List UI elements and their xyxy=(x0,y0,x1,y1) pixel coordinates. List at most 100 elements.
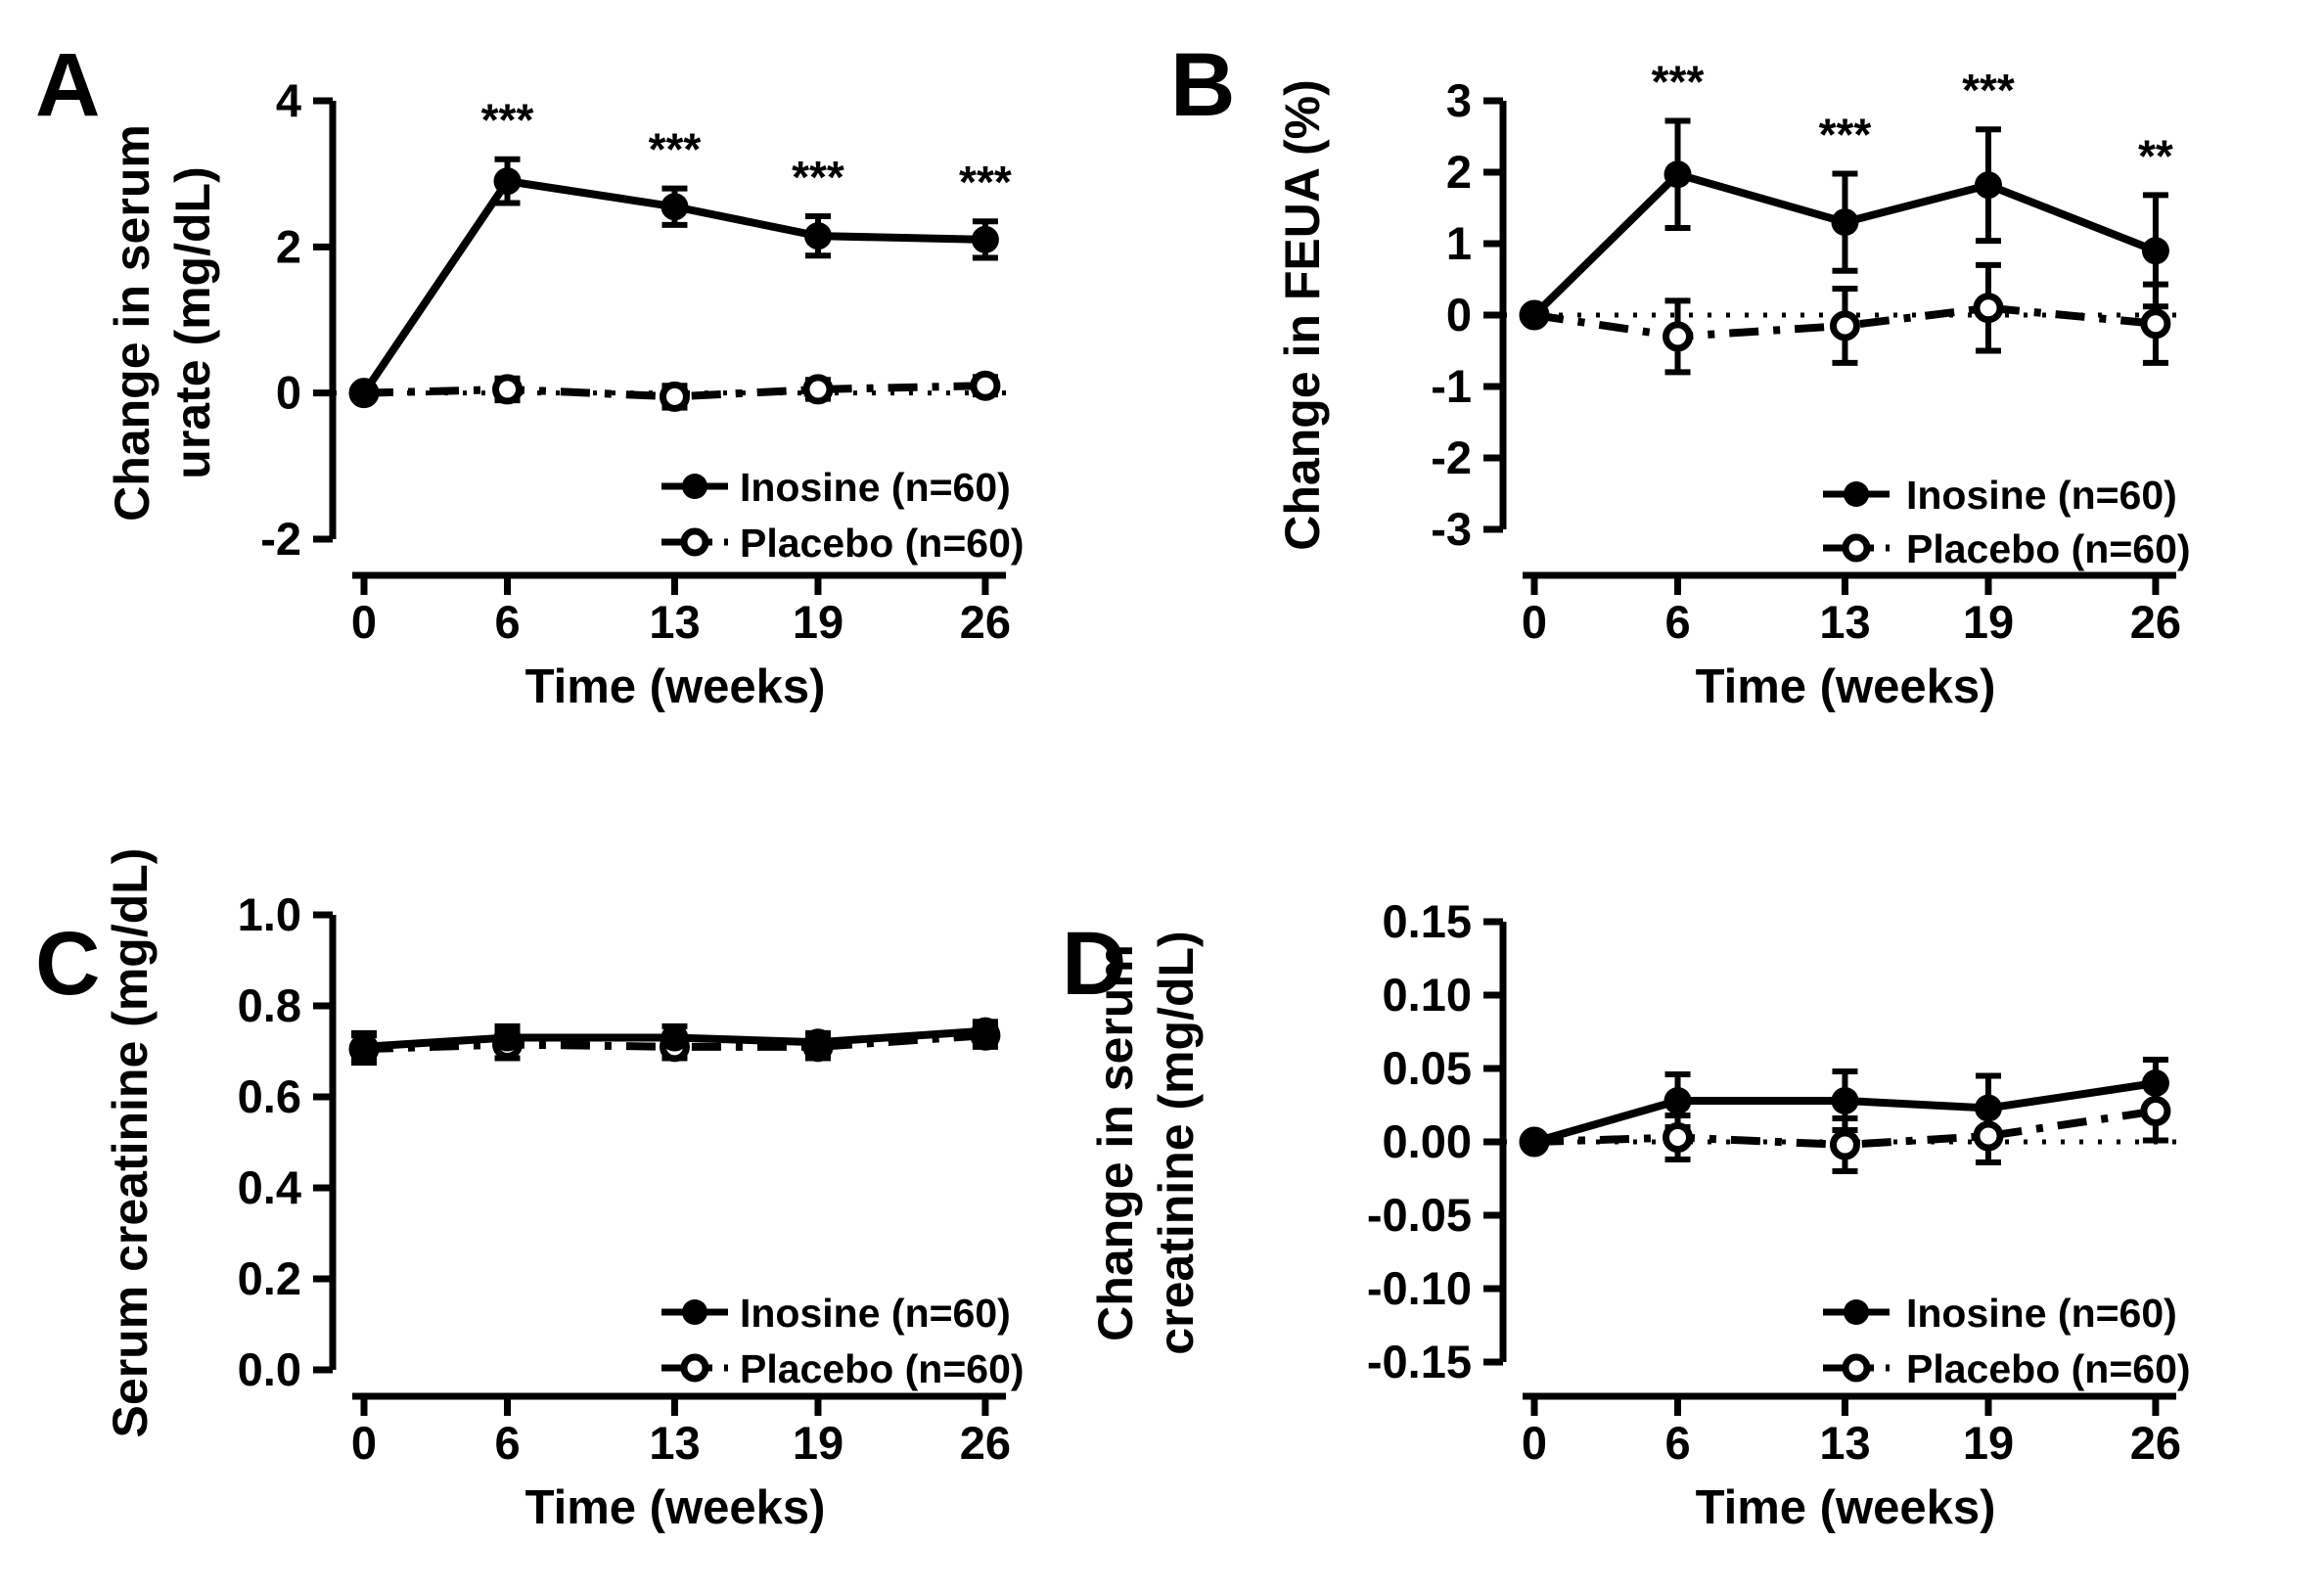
y-axis-title: urate (mg/dL) xyxy=(165,166,220,478)
legend-label: Placebo (n=60) xyxy=(1906,526,2191,571)
x-tick-label: 6 xyxy=(494,596,520,648)
y-tick-label: 0.00 xyxy=(1383,1115,1472,1167)
significance-stars: *** xyxy=(481,95,534,146)
data-point-placebo xyxy=(659,381,690,412)
legend-item-inosine: Inosine (n=60) xyxy=(1823,1291,2177,1336)
x-tick-label: 26 xyxy=(2130,596,2181,648)
y-axis-title: Serum creatinine (mg/dL) xyxy=(103,848,158,1438)
y-tick-label: -2 xyxy=(260,513,301,565)
legend-item-inosine: Inosine (n=60) xyxy=(1823,473,2177,518)
x-tick-label: 19 xyxy=(793,1417,843,1469)
data-point-inosine xyxy=(2141,1069,2169,1097)
y-tick-label: 0 xyxy=(276,367,301,419)
legend-marker-open-circle xyxy=(1842,1353,1871,1383)
y-tick-label: 4 xyxy=(276,74,301,126)
x-tick-label: 13 xyxy=(649,1417,700,1469)
x-axis-title: Time (weeks) xyxy=(1696,1481,1996,1534)
data-point-inosine xyxy=(1831,1087,1859,1114)
panel-letter: A xyxy=(35,35,100,135)
y-axis-title: creatinine (mg/dL) xyxy=(1149,931,1204,1354)
x-tick-label: 19 xyxy=(1963,1417,2014,1469)
y-tick-label: 1 xyxy=(1446,217,1472,269)
y-axis-title: Change in serum xyxy=(105,124,159,522)
legend-item-placebo: Placebo (n=60) xyxy=(1823,1346,2191,1391)
legend-label: Placebo (n=60) xyxy=(1906,1346,2191,1391)
y-tick-label: -0.15 xyxy=(1367,1336,1472,1387)
significance-stars: *** xyxy=(649,124,702,175)
data-point-inosine xyxy=(1831,208,1859,237)
significance-stars: *** xyxy=(1819,109,1872,159)
legend-marker-filled-circle xyxy=(682,1299,707,1325)
data-point-inosine xyxy=(971,1017,999,1045)
data-point-placebo xyxy=(1663,1122,1694,1153)
y-tick-label: 1.0 xyxy=(238,888,301,940)
legend-marker-open-circle xyxy=(1842,533,1871,563)
legend-label: Inosine (n=60) xyxy=(1906,1291,2177,1336)
legend-label: Inosine (n=60) xyxy=(740,1291,1011,1336)
legend-marker-open-circle xyxy=(680,1353,709,1383)
data-point-inosine xyxy=(1663,1087,1692,1114)
y-tick-label: -0.05 xyxy=(1367,1189,1472,1241)
y-tick-label: 0 xyxy=(1446,289,1472,341)
data-point-inosine xyxy=(493,1023,522,1052)
data-point-inosine xyxy=(803,1028,832,1057)
legend-item-placebo: Placebo (n=60) xyxy=(661,521,1025,566)
data-point-inosine xyxy=(661,1023,689,1052)
legend-item-inosine: Inosine (n=60) xyxy=(661,1291,1011,1336)
y-tick-label: 0.4 xyxy=(238,1161,301,1213)
panel-letter: C xyxy=(35,914,100,1014)
data-point-inosine xyxy=(1521,1128,1548,1156)
data-point-inosine xyxy=(661,193,689,221)
x-axis-title: Time (weeks) xyxy=(525,1481,826,1534)
legend-label: Placebo (n=60) xyxy=(740,1346,1025,1391)
y-tick-label: -0.10 xyxy=(1367,1262,1472,1314)
x-tick-label: 26 xyxy=(960,1417,1011,1469)
data-point-inosine xyxy=(1974,171,2002,200)
x-tick-label: 13 xyxy=(1819,1417,1870,1469)
y-tick-label: 0.2 xyxy=(238,1252,301,1304)
x-tick-label: 0 xyxy=(351,1417,377,1469)
y-axis-title: Change in FEUA (%) xyxy=(1275,79,1330,550)
data-point-inosine xyxy=(1974,1094,2002,1122)
x-tick-label: 6 xyxy=(1664,1417,1690,1469)
x-tick-label: 19 xyxy=(1963,596,2014,648)
x-tick-label: 6 xyxy=(494,1417,520,1469)
x-tick-label: 6 xyxy=(1664,596,1690,648)
y-tick-label: 0.8 xyxy=(238,979,301,1031)
significance-stars: *** xyxy=(959,157,1012,207)
y-tick-label: 0.05 xyxy=(1383,1042,1472,1094)
y-tick-label: 2 xyxy=(1446,146,1472,198)
legend-marker-filled-circle xyxy=(1844,481,1869,507)
significance-stars: *** xyxy=(792,152,844,203)
x-tick-label: 26 xyxy=(960,596,1011,648)
y-tick-label: -3 xyxy=(1431,503,1472,555)
y-tick-label: -2 xyxy=(1431,432,1472,483)
data-point-inosine xyxy=(1521,301,1548,329)
data-point-placebo xyxy=(1973,293,2004,324)
panel-letter: B xyxy=(1170,35,1235,135)
significance-stars: *** xyxy=(1652,56,1705,107)
significance-stars: ** xyxy=(2138,130,2173,181)
panel-C: C Serum creatinine (mg/dL) 0.0 0.2 0.4 0.6 0.8… xyxy=(35,848,1025,1534)
y-tick-label: 0.6 xyxy=(238,1070,301,1122)
y-axis-title: Change in serum xyxy=(1088,944,1143,1341)
data-point-inosine xyxy=(350,379,378,407)
data-point-inosine xyxy=(2141,237,2169,265)
y-tick-label: 0.15 xyxy=(1383,895,1472,947)
legend-marker-filled-circle xyxy=(682,474,707,499)
legend-label: Inosine (n=60) xyxy=(1906,473,2177,518)
x-tick-label: 13 xyxy=(649,596,700,648)
data-point-placebo xyxy=(1663,321,1694,352)
y-tick-label: 0.0 xyxy=(238,1343,301,1395)
data-point-placebo xyxy=(2140,1096,2171,1126)
legend-item-placebo: Placebo (n=60) xyxy=(1823,526,2191,571)
x-axis-title: Time (weeks) xyxy=(525,660,826,713)
x-tick-label: 19 xyxy=(793,596,843,648)
x-tick-label: 0 xyxy=(1522,1417,1547,1469)
legend-label: Placebo (n=60) xyxy=(740,521,1025,566)
data-point-inosine xyxy=(1663,160,1692,189)
